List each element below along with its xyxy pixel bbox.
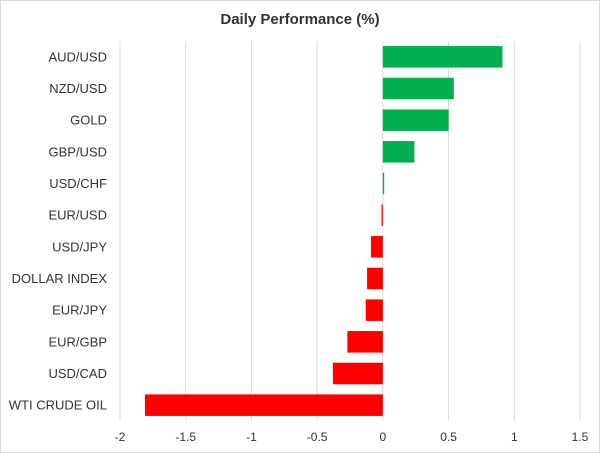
bar: [381, 204, 383, 226]
category-label: GOLD: [70, 113, 107, 128]
bar: [382, 109, 449, 131]
category-label: DOLLAR INDEX: [12, 271, 108, 286]
x-tick-label: -1.5: [175, 430, 196, 444]
x-tick-label: 0.5: [440, 430, 457, 444]
category-label: EUR/GBP: [48, 334, 107, 349]
category-label: AUD/USD: [48, 49, 107, 64]
bar: [382, 46, 503, 68]
category-label: USD/CHF: [49, 176, 107, 191]
category-label: USD/JPY: [52, 239, 107, 254]
grid-layer: [119, 41, 581, 421]
category-label: WTI CRUDE OIL: [9, 398, 107, 413]
x-tick-label: -2: [115, 430, 126, 444]
category-label: EUR/USD: [48, 208, 107, 223]
bar: [332, 362, 383, 385]
bar: [367, 267, 383, 290]
x-axis-ticks: -2 -1.5 -1 -0.5 0 0.5 1 1.5: [115, 430, 589, 444]
x-tick-label: 1: [511, 430, 518, 444]
bar: [371, 236, 383, 258]
category-label: EUR/JPY: [52, 303, 107, 318]
bar: [144, 394, 383, 416]
x-tick-label: 0: [380, 430, 387, 444]
bar: [347, 331, 383, 353]
bar: [382, 141, 415, 163]
bar: [382, 172, 385, 195]
x-tick-label: -1: [246, 430, 257, 444]
x-tick-label: -0.5: [307, 430, 328, 444]
bar: [365, 299, 383, 321]
category-label: GBP/USD: [48, 144, 107, 159]
bar: [382, 77, 454, 100]
bar-layer: [144, 46, 503, 416]
x-tick-label: 1.5: [572, 430, 589, 444]
category-label: NZD/USD: [49, 81, 107, 96]
category-label: USD/CAD: [48, 366, 107, 381]
category-labels: AUD/USD NZD/USD GOLD GBP/USD USD/CHF EUR/USD U…: [9, 49, 108, 412]
chart-title: Daily Performance (%): [220, 11, 379, 28]
